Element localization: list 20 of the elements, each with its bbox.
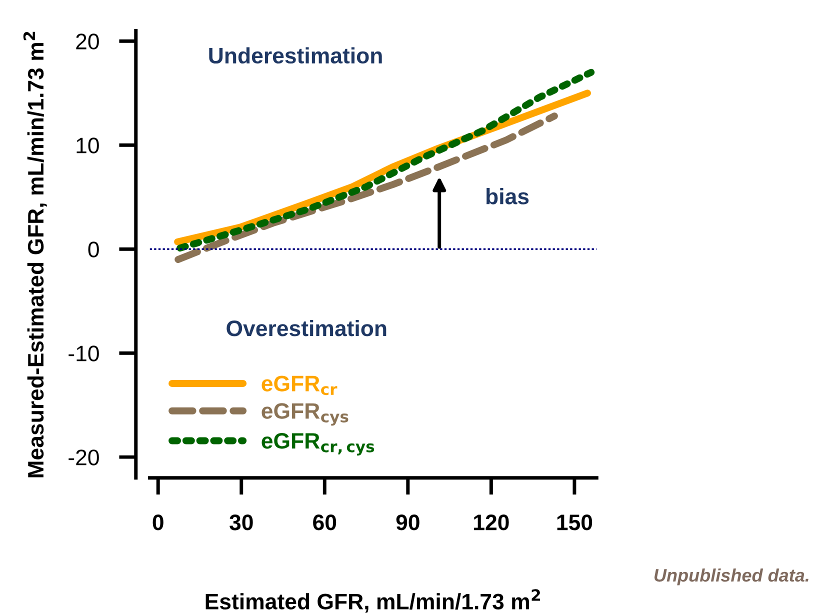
legend-label: eGFR$_{cr,cys}$ [262,432,374,456]
text: Unpublished data. [654,568,808,586]
x-tick-label: 0 [152,514,164,530]
annotation: bias [486,188,529,204]
y-tick-label: 20 [76,34,99,50]
x-tick-label: 90 [396,514,420,530]
x-tick-label: 30 [230,514,253,530]
y-tick-label: 10 [76,138,99,154]
annotation: Overestimation [226,320,386,336]
x-tick-label: 120 [474,514,509,530]
x-tick-label: 60 [313,514,336,530]
annotation: Underestimation [209,47,382,64]
legend-label: eGFR$_{cr}$ [262,376,338,396]
x-axis-title: Estimated GFR, mL/min/1.73 m$^{2}$ [206,589,540,613]
y-tick-label: 0 [88,242,99,258]
y-tick-label: -10 [68,346,99,362]
y-axis-title: Measured-Estimated GFR, mL/min/1.73 m$^{2}$ [23,32,47,478]
legend-label: eGFR$_{cys}$ [262,403,348,426]
x-tick-label: 150 [557,514,592,530]
y-tick-label: -20 [68,450,99,466]
